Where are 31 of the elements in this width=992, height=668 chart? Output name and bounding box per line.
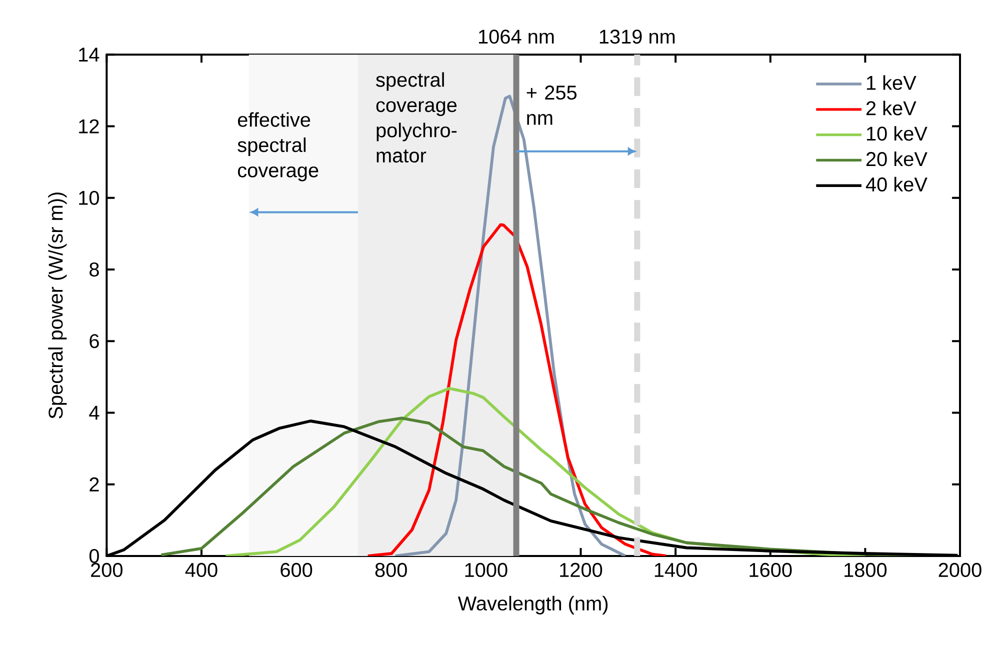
band-label: effective spectral coverage bbox=[238, 112, 318, 182]
y-tick-label: 4 bbox=[89, 406, 100, 420]
x-tick-label: 1000 bbox=[465, 562, 508, 578]
legend-label: 1 keV bbox=[866, 75, 916, 90]
line-series bbox=[366, 223, 668, 556]
band-label: spectral coverage polychro-mator bbox=[376, 72, 457, 163]
x-tick-label: 2000 bbox=[938, 562, 982, 578]
ref-line-label: 1064 nm bbox=[479, 30, 554, 44]
x-tick-label: 1600 bbox=[750, 562, 792, 578]
y-tick-label: 2 bbox=[90, 477, 99, 492]
y-tick-label: 0 bbox=[89, 548, 99, 564]
y-tick-label: 12 bbox=[79, 119, 99, 134]
y-tick-label: 8 bbox=[90, 262, 99, 277]
y-tick-label: 6 bbox=[90, 334, 99, 348]
y-tick-label: 10 bbox=[79, 190, 99, 205]
x-tick-label: 1800 bbox=[844, 562, 887, 578]
legend-label: 20 keV bbox=[866, 152, 928, 166]
x-tick-label: 800 bbox=[375, 562, 407, 578]
x-tick-label: 600 bbox=[280, 562, 312, 578]
x-axis-title: Wavelength (nm) bbox=[458, 596, 608, 614]
legend-label: 40 keV bbox=[866, 176, 928, 192]
x-tick-label: 1200 bbox=[560, 562, 602, 578]
y-tick-label: 14 bbox=[79, 48, 100, 62]
y-axis-title: Spectral power (W/(sr m)) bbox=[48, 192, 67, 418]
legend-label: 2 keV bbox=[866, 100, 916, 116]
ref-line-label: 1319 nm bbox=[600, 30, 675, 44]
x-tick-label: 200 bbox=[91, 562, 122, 578]
x-tick-label: 1400 bbox=[654, 562, 697, 578]
annotation: + 255 nm bbox=[526, 86, 577, 125]
legend-label: 10 keV bbox=[866, 126, 928, 141]
x-tick-label: 400 bbox=[185, 562, 218, 578]
